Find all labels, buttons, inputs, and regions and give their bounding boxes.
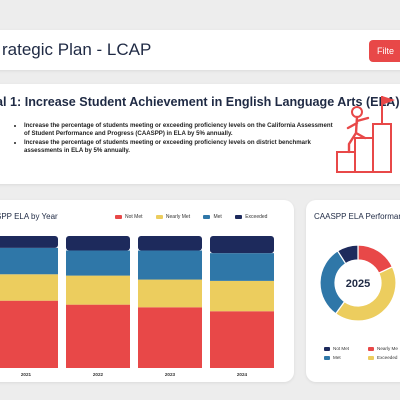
donut-chart: 2025 xyxy=(319,244,397,322)
legend-label: Exceeded xyxy=(245,214,268,220)
bar-2023-nearly-met xyxy=(138,279,202,308)
legend-swatch xyxy=(324,346,330,351)
legend-swatch xyxy=(203,215,211,219)
donut-chart-card: CAASPP ELA Performan 2025 Not Met Nearly… xyxy=(306,200,400,382)
bar-2021-not-met xyxy=(0,300,58,368)
bar-2021-met xyxy=(0,247,58,275)
x-tick-label: 2021 xyxy=(21,372,32,377)
bar-2022-nearly-met xyxy=(66,275,130,305)
bar-2021-nearly-met xyxy=(0,274,58,301)
bar-chart-title: SPP ELA by Year xyxy=(0,212,58,221)
bar-2023-exceeded xyxy=(138,236,202,251)
x-tick-label: 2022 xyxy=(93,372,104,377)
bar-2023-met xyxy=(138,250,202,280)
donut-slice-nearly-met xyxy=(334,266,397,322)
legend-label: Nearly Met xyxy=(165,214,191,220)
bar-2021-exceeded xyxy=(0,236,58,248)
donut-legend-not-met: Not Met xyxy=(324,346,349,351)
legend-item-exceeded: Exceeded xyxy=(235,214,267,220)
x-tick-label: 2023 xyxy=(165,372,176,377)
x-tick-label: 2024 xyxy=(237,372,248,377)
bar-2024-nearly-met xyxy=(210,280,274,312)
donut-chart-title: CAASPP ELA Performan xyxy=(314,212,400,221)
bar-group-2021 xyxy=(0,236,58,368)
bar-2024-exceeded xyxy=(210,236,274,254)
legend-label: Not Met xyxy=(333,346,350,351)
filter-button[interactable]: Filte xyxy=(369,40,400,62)
legend-swatch xyxy=(368,346,374,351)
bar-2024-met xyxy=(210,253,274,281)
legend-item-not-met: Not Met xyxy=(115,214,143,220)
bar-2022-exceeded xyxy=(66,236,130,251)
bar-chart-card: SPP ELA by Year Not Met Nearly Met Met E… xyxy=(0,200,294,382)
bar-2022-met xyxy=(66,250,130,276)
goal-bullet-2: Increase the percentage of students meet… xyxy=(24,139,334,155)
legend-label: Met xyxy=(333,355,341,360)
page-title: rategic Plan - LCAP xyxy=(2,40,152,59)
goal-title: al 1: Increase Student Achievement in En… xyxy=(0,95,400,109)
legend-label: Met xyxy=(213,214,222,220)
legend-item-nearly-met: Nearly Met xyxy=(155,214,191,220)
bar-group-2022 xyxy=(66,236,130,368)
donut-legend-exceeded: Exceeded xyxy=(368,355,397,360)
stacked-bar-chart: 2021 2022 2023 2024 xyxy=(0,236,274,377)
donut-legend-nearly-met: Nearly Me xyxy=(368,346,398,351)
legend-swatch xyxy=(324,355,330,360)
bar-group-2024 xyxy=(210,236,274,368)
goal-bullet-list: Increase the percentage of students meet… xyxy=(12,122,334,156)
legend-swatch xyxy=(235,215,243,219)
goal-bullet-1: Increase the percentage of students meet… xyxy=(24,122,334,138)
bar-2024-not-met xyxy=(210,311,274,368)
donut-slice-exceeded xyxy=(336,244,359,265)
legend-label: Exceeded xyxy=(377,355,398,360)
legend-swatch xyxy=(368,355,374,360)
donut-slice-met xyxy=(319,250,347,315)
header-bar: rategic Plan - LCAP Filte xyxy=(0,30,400,70)
legend-swatch xyxy=(115,215,122,219)
bar-2023-not-met xyxy=(138,307,202,368)
donut-center-label: 2025 xyxy=(346,278,370,290)
legend-label: Nearly Me xyxy=(377,346,398,351)
person-climbing-stairs-flag-icon xyxy=(336,96,395,173)
legend-item-met: Met xyxy=(203,214,222,220)
legend-swatch xyxy=(155,215,163,219)
bar-group-2023 xyxy=(138,236,202,368)
bar-2022-not-met xyxy=(66,304,130,368)
goal-card: al 1: Increase Student Achievement in En… xyxy=(0,84,400,184)
donut-legend-met: Met xyxy=(324,355,341,360)
bar-chart-legend: Not Met Nearly Met Met Exceeded xyxy=(115,214,279,221)
legend-label: Not Met xyxy=(125,214,143,220)
